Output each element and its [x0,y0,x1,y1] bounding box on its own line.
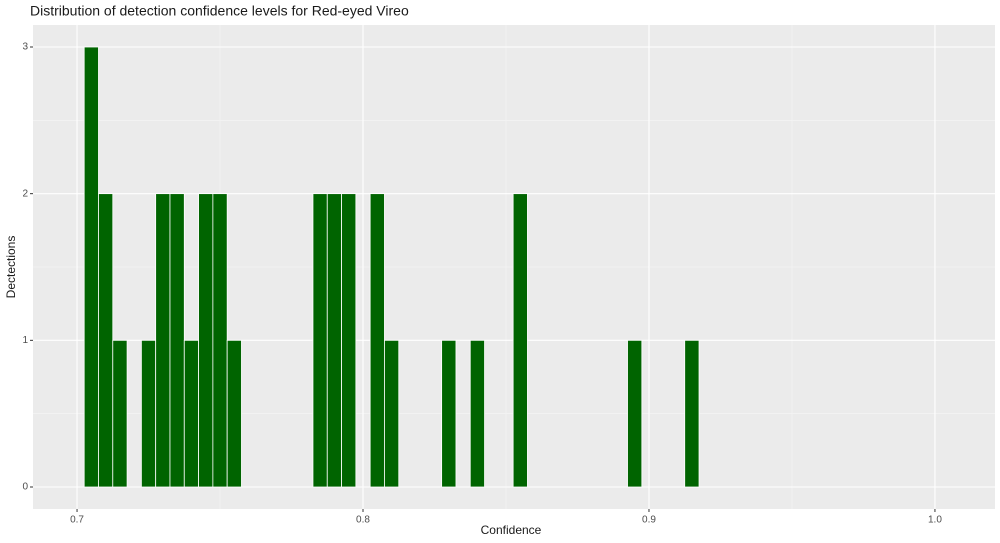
bar [98,193,114,488]
y-tick-label: 2 [22,188,28,199]
y-tick-label: 1 [22,335,28,346]
chart-title: Distribution of detection confidence lev… [30,3,409,19]
bar [512,193,528,488]
bar [155,193,171,488]
x-axis-label: Confidence [481,523,542,537]
bars [83,46,700,488]
x-tick-label: 0.8 [356,515,370,526]
y-tick-label: 0 [22,482,28,493]
bar [112,339,128,488]
bar [212,193,228,488]
x-tick-label: 0.7 [70,515,84,526]
bar [83,46,99,488]
bar [183,339,199,488]
bar [169,193,185,488]
bar [198,193,214,488]
bar [384,339,400,488]
x-tick-label: 0.9 [642,515,656,526]
bar [469,339,485,488]
x-tick-label: 1.0 [928,515,942,526]
bar [140,339,157,488]
bar [341,193,357,488]
bar [441,339,457,488]
bar [684,339,700,488]
y-axis-label: Dectections [4,236,18,299]
bar [312,193,328,488]
bar [627,339,643,488]
bar [369,193,385,488]
bar [226,339,242,488]
y-tick-label: 3 [22,42,28,53]
bar [326,193,342,488]
